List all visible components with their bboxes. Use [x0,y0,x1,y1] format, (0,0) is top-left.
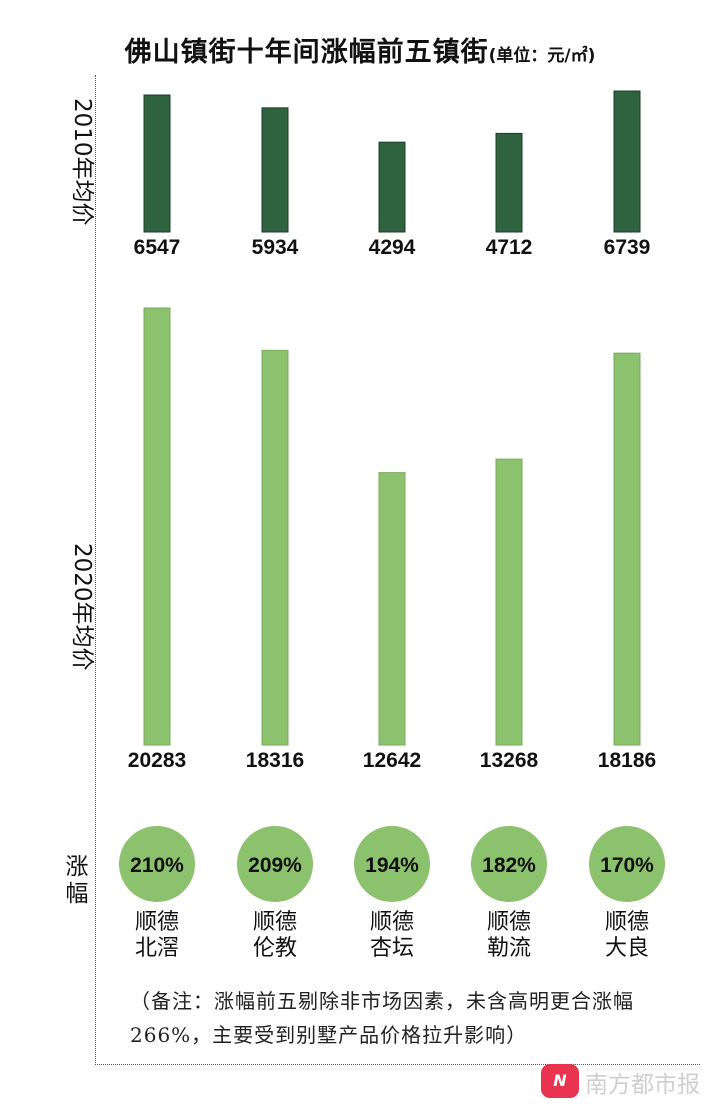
chart-title-block: 佛山镇街十年间涨幅前五镇街(单位：元/㎡) [0,30,720,69]
bar-2020-1 [261,349,289,746]
value-label-2020-2: 12642 [363,749,421,772]
growth-label-2: 194% [365,854,419,877]
category-label-line: 大良 [604,936,649,961]
value-label-2020-1: 18316 [246,749,304,772]
growth-label-4: 170% [600,854,654,877]
bar-2010-1 [261,107,289,233]
growth-circle-2 [354,826,430,902]
label-growth: 涨幅 [65,854,89,907]
category-label-0: 顺德 北滘 [117,910,197,962]
category-label-4: 顺德 大良 [587,910,667,962]
watermark: N 南方都市报 [541,1061,711,1101]
bar-2010-0 [143,94,171,233]
category-label-1: 顺德 伦教 [235,910,315,962]
category-label-line: 北滘 [134,936,179,961]
category-label-line: 顺德 [134,910,179,935]
chart-unit: (单位：元/㎡) [488,46,596,66]
growth-circle-0 [119,826,195,902]
frame-bottom [95,1064,700,1065]
value-label-2020-3: 13268 [480,749,539,772]
growth-label-3: 182% [482,854,536,877]
frame-left [95,75,96,1065]
bar-2020-4 [613,352,641,746]
category-label-line: 顺德 [604,910,649,935]
growth-label-0: 210% [130,854,184,877]
growth-label-1: 209% [248,854,302,877]
value-label-2020-4: 18186 [598,749,656,772]
bar-2020-3 [495,458,523,746]
bar-2020-2 [378,472,406,746]
value-label-2010-0: 6547 [134,236,181,259]
category-label-line: 顺德 [486,910,531,935]
growth-circle-3 [471,826,547,902]
category-label-line: 勒流 [486,936,531,961]
watermark-text: 南方都市报 [585,1072,700,1098]
category-label-line: 杏坛 [369,936,414,961]
growth-circle-4 [589,826,665,902]
category-label-2: 顺德 杏坛 [352,910,432,962]
value-label-2020-0: 20283 [128,749,186,772]
category-label-line: 顺德 [369,910,414,935]
growth-circle-1 [237,826,313,902]
category-label-line: 顺德 [252,910,297,935]
footnote: （备注：涨幅前五剔除非市场因素，未含高明更合涨幅266%，主要受到别墅产品价格拉… [130,989,634,1047]
bar-2010-3 [495,132,523,233]
chart-title: 佛山镇街十年间涨幅前五镇街 [124,37,489,68]
bar-2010-2 [378,141,406,233]
value-label-2010-2: 4294 [369,236,416,259]
bar-2020-0 [143,307,171,746]
bar-2010-4 [613,90,641,233]
value-label-2010-1: 5934 [252,236,299,259]
newspaper-logo-icon: N [541,1064,579,1098]
category-label-line: 伦教 [252,936,297,961]
value-label-2010-4: 6739 [604,236,651,259]
value-label-2010-3: 4712 [486,236,533,259]
category-label-3: 顺德 勒流 [469,910,549,962]
